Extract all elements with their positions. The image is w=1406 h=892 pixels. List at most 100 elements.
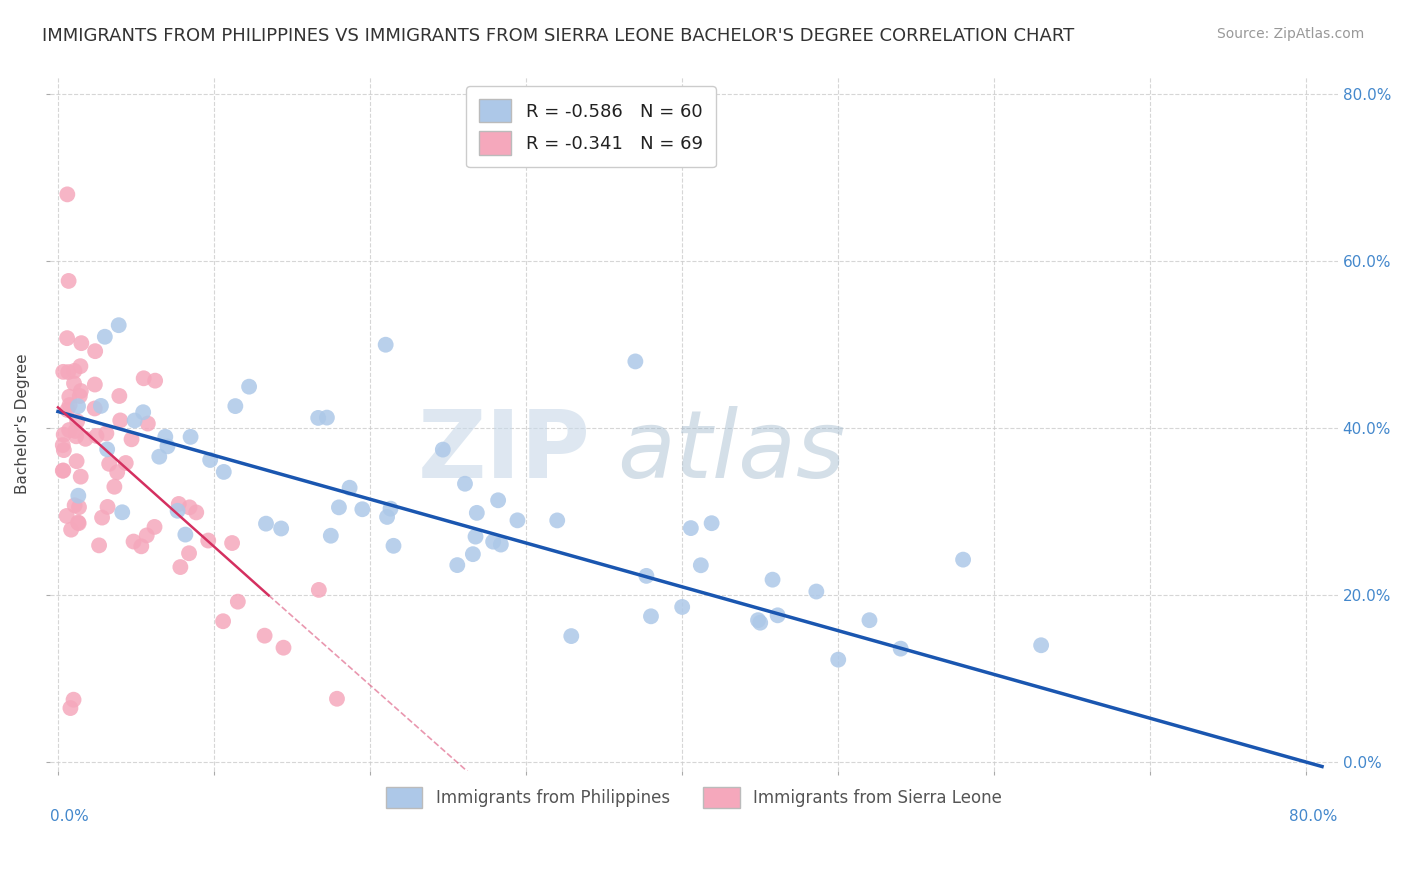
Point — [121, 432, 143, 446]
Point — [96, 442, 118, 457]
Point — [316, 410, 339, 425]
Y-axis label: Bachelor's Degree: Bachelor's Degree — [15, 354, 30, 494]
Point — [132, 371, 155, 385]
Text: ZIP: ZIP — [418, 406, 591, 498]
Point — [679, 521, 702, 535]
Point — [55, 508, 77, 523]
Point — [326, 691, 349, 706]
Point — [339, 481, 361, 495]
Text: Source: ZipAtlas.com: Source: ZipAtlas.com — [1216, 27, 1364, 41]
Point — [636, 569, 658, 583]
Point — [67, 489, 90, 503]
Text: 80.0%: 80.0% — [1289, 809, 1337, 824]
Point — [87, 538, 110, 552]
Point — [167, 497, 190, 511]
Point — [62, 692, 84, 706]
Point — [166, 504, 188, 518]
Point — [59, 701, 82, 715]
Point — [560, 629, 582, 643]
Legend: Immigrants from Philippines, Immigrants from Sierra Leone: Immigrants from Philippines, Immigrants … — [380, 780, 1008, 814]
Point — [308, 582, 330, 597]
Point — [624, 354, 647, 368]
Point — [382, 539, 405, 553]
Point — [58, 423, 80, 437]
Point — [75, 432, 97, 446]
Point — [91, 510, 114, 524]
Point — [83, 401, 105, 416]
Point — [432, 442, 454, 457]
Point — [63, 376, 86, 391]
Point — [105, 465, 128, 479]
Point — [174, 527, 197, 541]
Point — [546, 513, 568, 527]
Point — [226, 595, 249, 609]
Point — [52, 463, 75, 477]
Point — [90, 399, 112, 413]
Point — [155, 430, 177, 444]
Point — [70, 336, 93, 351]
Point — [124, 413, 146, 427]
Point — [486, 493, 509, 508]
Point — [67, 399, 90, 413]
Point — [464, 530, 486, 544]
Text: IMMIGRANTS FROM PHILIPPINES VS IMMIGRANTS FROM SIERRA LEONE BACHELOR'S DEGREE CO: IMMIGRANTS FROM PHILIPPINES VS IMMIGRANT… — [42, 27, 1074, 45]
Point — [58, 390, 80, 404]
Point — [58, 274, 80, 288]
Point — [307, 411, 329, 425]
Point — [858, 613, 880, 627]
Point — [97, 500, 120, 514]
Point — [761, 573, 783, 587]
Point — [129, 539, 152, 553]
Point — [454, 476, 477, 491]
Point — [65, 424, 87, 438]
Point — [69, 469, 91, 483]
Point — [59, 398, 82, 412]
Point — [212, 465, 235, 479]
Point — [179, 500, 201, 515]
Point — [52, 365, 75, 379]
Point — [94, 330, 117, 344]
Point — [107, 318, 129, 333]
Point — [135, 528, 157, 542]
Point — [156, 439, 179, 453]
Point — [749, 615, 772, 630]
Point — [60, 523, 83, 537]
Point — [186, 505, 208, 519]
Point — [380, 501, 402, 516]
Point — [52, 443, 75, 458]
Point — [52, 464, 75, 478]
Point — [952, 552, 974, 566]
Point — [375, 510, 398, 524]
Point — [482, 534, 505, 549]
Point — [69, 389, 91, 403]
Point — [56, 403, 79, 417]
Point — [114, 456, 136, 470]
Text: 0.0%: 0.0% — [51, 809, 89, 824]
Point — [69, 384, 91, 398]
Point — [224, 399, 246, 413]
Point — [177, 546, 200, 560]
Point — [273, 640, 295, 655]
Point — [169, 560, 191, 574]
Point — [506, 513, 529, 527]
Point — [98, 457, 121, 471]
Point — [143, 520, 166, 534]
Point — [461, 547, 484, 561]
Point — [319, 529, 342, 543]
Point — [806, 584, 828, 599]
Point — [132, 405, 155, 419]
Point — [83, 377, 105, 392]
Text: atlas: atlas — [617, 406, 845, 498]
Point — [270, 521, 292, 535]
Point — [136, 417, 159, 431]
Point — [67, 500, 90, 515]
Point — [197, 533, 219, 548]
Point — [143, 374, 166, 388]
Point — [253, 629, 276, 643]
Point — [465, 506, 488, 520]
Point — [110, 413, 132, 427]
Point — [640, 609, 662, 624]
Point — [352, 502, 374, 516]
Point — [103, 480, 125, 494]
Point — [1029, 638, 1052, 652]
